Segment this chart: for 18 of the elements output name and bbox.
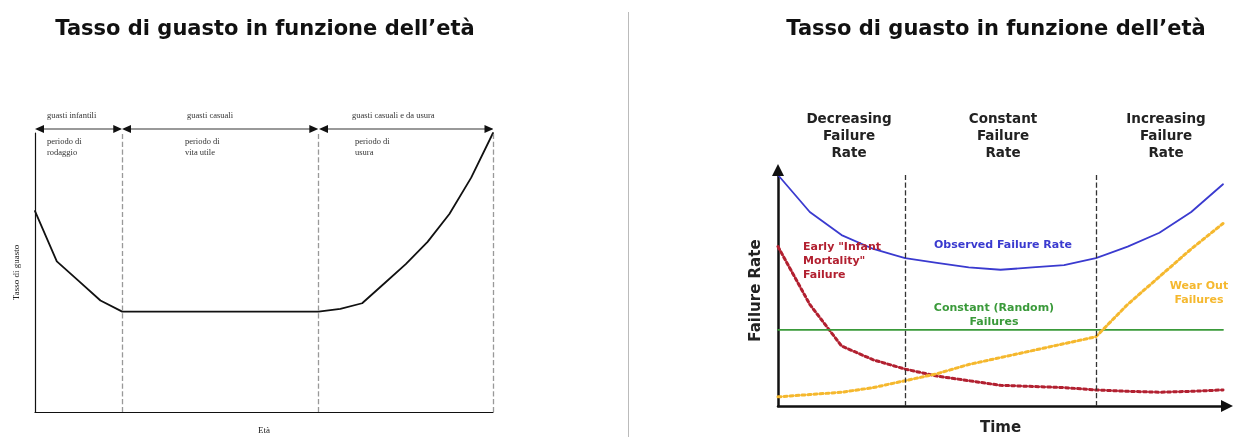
text: guasti infantili [47, 110, 98, 121]
text: Constant Failure Rate [967, 110, 1039, 161]
text: guasti casuali [186, 110, 234, 121]
y-axis-title: Tasso di guasto [11, 244, 21, 301]
text: guasti casuali e da usura [352, 110, 436, 121]
x-axis-title: Time [979, 417, 1022, 436]
series-label: Constant (Random) Failures [932, 301, 1056, 329]
chart-title: Tasso di guasto in funzione dell’età [55, 15, 475, 40]
chart-title: Tasso di guasto in funzione dell’età [786, 15, 1206, 40]
y-axis-title: Failure Rate [746, 239, 764, 342]
series-label: Wear Out Failures [1168, 279, 1230, 307]
annotation: periodo di rodaggio [47, 136, 83, 158]
annotation: periodo di usura [355, 136, 391, 158]
text: Increasing Failure Rate [1125, 110, 1207, 161]
annotation: periodo di vita utile [185, 136, 221, 158]
series-label: Observed Failure Rate [933, 238, 1073, 252]
text: Decreasing Failure Rate [806, 110, 892, 161]
x-axis-title: Età [258, 424, 270, 435]
